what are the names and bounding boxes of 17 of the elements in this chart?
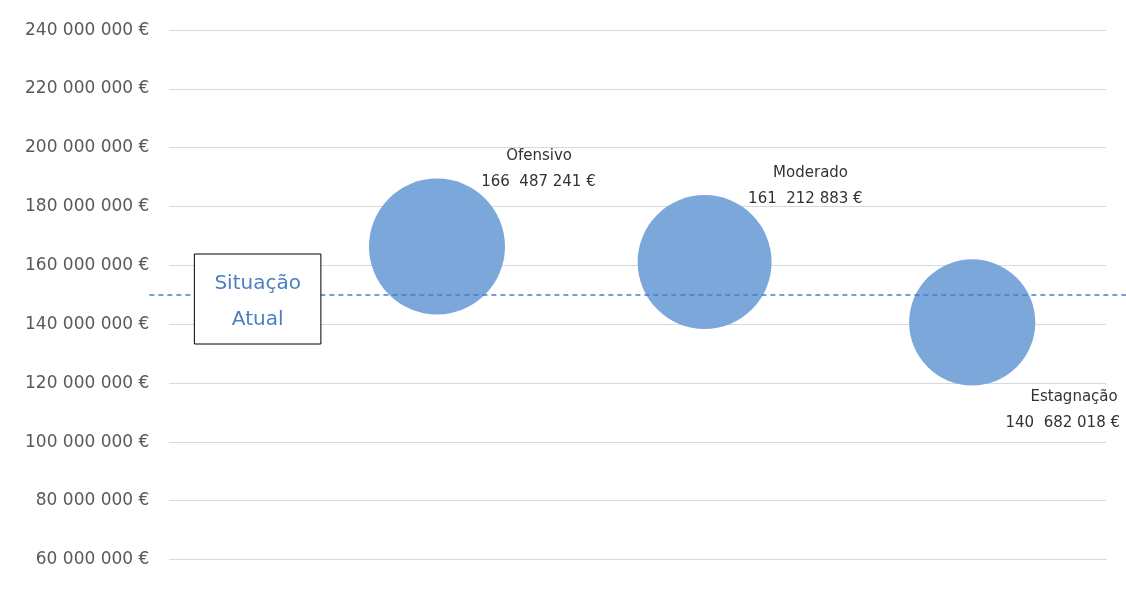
ref-line-label: Situação Atual: [214, 270, 301, 331]
y-tick-label: 180 000 000 €: [25, 195, 150, 216]
y-tick-label: 80 000 000 €: [35, 489, 150, 510]
series-label: Estagnação: [1030, 387, 1118, 406]
y-tick-label: 100 000 000 €: [25, 430, 150, 451]
y-tick-label: 220 000 000 €: [25, 77, 150, 98]
y-tick-label: 120 000 000 €: [25, 371, 150, 392]
data-label: 140 682 018 €: [1005, 413, 1121, 432]
y-tick-label: 240 000 000 €: [25, 18, 150, 39]
data-label: 161 212 883 €: [748, 188, 863, 207]
text: Moderado: [773, 162, 849, 181]
y-tick-label: 140 000 000 €: [25, 312, 150, 333]
y-tick-label: 60 000 000 €: [35, 548, 150, 569]
y-tick-label: 160 000 000 €: [25, 254, 150, 274]
data-label: 166 487 241 €: [481, 172, 596, 191]
y-tick-label: 200 000 000 €: [25, 136, 150, 157]
text: Ofensivo: [506, 146, 573, 165]
